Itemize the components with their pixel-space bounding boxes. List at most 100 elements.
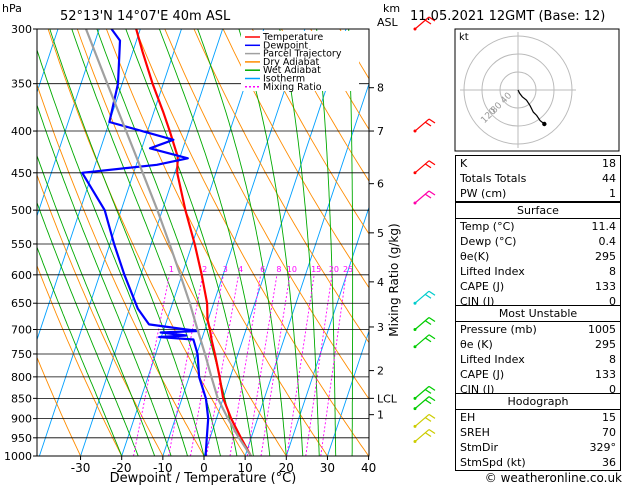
wind-barb — [413, 334, 436, 349]
surface-rows: Temp (°C) 11.4 Dewp (°C) 0.4 θe(K) 295 Lifted … — [456, 219, 620, 309]
mixing-ratio-line — [190, 274, 224, 456]
height-tick-label: 7 — [377, 125, 384, 138]
km-unit: km — [383, 2, 400, 15]
height-tick-label: 1 — [377, 409, 384, 422]
surface-row: θe(K) 295 — [456, 249, 620, 264]
pressure-tick-label: 450 — [11, 167, 32, 180]
most-unstable-label: CAPE (J) — [460, 368, 505, 381]
surface-label: θe(K) — [460, 250, 490, 263]
wind-barb — [413, 413, 436, 428]
legend-background — [241, 31, 359, 91]
mixing-ratio-label: 1 — [169, 265, 174, 274]
most-unstable-value: 8 — [609, 353, 616, 366]
wind-barb — [413, 190, 436, 205]
isotherm-line — [37, 29, 100, 218]
hodograph-param-value: 329° — [589, 441, 617, 454]
index-value: 44 — [602, 172, 616, 185]
legend-label: Isotherm — [263, 74, 305, 85]
height-tick-label: 5 — [377, 227, 384, 240]
hodograph-params-rows: EH 15 SREH 70 StmDir 329° StmSpd (kt) 36 — [456, 410, 620, 470]
isotherm-line — [244, 82, 369, 456]
legend-label: Dry Adiabat — [263, 57, 320, 68]
mixing-ratio-label: 20 — [329, 265, 339, 274]
pressure-tick-label: 550 — [11, 238, 32, 251]
most-unstable-label: Lifted Index — [460, 353, 525, 366]
isotherm-line — [162, 29, 306, 456]
index-value: 18 — [602, 157, 616, 170]
mixing-ratio-line — [286, 274, 315, 456]
x-axis-label: Dewpoint / Temperature (°C) — [110, 471, 297, 486]
temperature-tick-label: -20 — [112, 461, 132, 475]
mixing-ratio-line — [305, 274, 333, 456]
mixing-ratio-label: 25 — [343, 265, 353, 274]
hodograph-param-label: StmSpd (kt) — [460, 456, 526, 469]
mixing-ratio-line — [133, 274, 170, 456]
surface-value: 295 — [595, 250, 616, 263]
isotherm-line — [203, 29, 347, 456]
index-label: PW (cm) — [460, 187, 507, 200]
dry-adiabat-line — [281, 29, 369, 182]
most-unstable-row: Pressure (mb) 1005 — [456, 322, 620, 337]
wind-barb — [413, 396, 436, 411]
mixing-ratio-labels: 1 2 3 4 6 8 10 15 20 25 — [169, 265, 353, 274]
pressure-tick-label: 350 — [11, 78, 32, 91]
pressure-tick-label: 400 — [11, 125, 32, 138]
wet-adiabat-line — [316, 29, 337, 456]
legend-label: Dewpoint — [263, 40, 308, 51]
index-row: PW (cm) 1 — [456, 186, 620, 201]
surface-row: CAPE (J) 133 — [456, 279, 620, 294]
pressure-tick-label: 950 — [11, 432, 32, 445]
surface-value: 0 — [609, 295, 616, 308]
wet-adiabat-line — [37, 103, 172, 456]
hodograph-unit: kt — [459, 32, 469, 43]
height-tick-label: 3 — [377, 321, 384, 334]
wind-barb — [413, 290, 436, 305]
hodograph-param-label: EH — [460, 411, 476, 424]
hodograph-param-value: 36 — [602, 456, 616, 469]
pressure-tick-label: 700 — [11, 324, 32, 337]
lcl-label: LCL — [377, 392, 398, 405]
legend-label: Mixing Ratio — [263, 82, 322, 93]
hodograph-param-label: SREH — [460, 426, 490, 439]
axes: 3003504004505005506006507007508008509009… — [4, 23, 398, 475]
index-label: Totals Totals — [460, 172, 527, 185]
surface-value: 133 — [595, 280, 616, 293]
mixing-ratio-label: 3 — [223, 265, 228, 274]
most-unstable-row: CIN (J) 0 — [456, 382, 620, 397]
wind-barb — [413, 385, 436, 400]
location-label: 52°13'N 14°07'E 40m ASL — [60, 9, 231, 24]
most-unstable-row: Lifted Index 8 — [456, 352, 620, 367]
datetime-label: 11.05.2021 12GMT (Base: 12) — [410, 9, 605, 24]
isotherm-line — [285, 206, 369, 456]
index-label: K — [460, 157, 468, 170]
temperature-tick-label: 20 — [279, 461, 294, 475]
pressure-tick-label: 650 — [11, 297, 32, 310]
isotherm-line — [80, 29, 224, 456]
wind-barb — [413, 429, 436, 444]
height-tick-label: 2 — [377, 365, 384, 378]
most-unstable-row: θe (K) 295 — [456, 337, 620, 352]
wet-adiabat-line — [158, 29, 271, 456]
surface-panel: Surface Temp (°C) 11.4 Dewp (°C) 0.4 θe(K) 29… — [455, 202, 621, 310]
dry-adiabat-line — [135, 29, 369, 456]
most-unstable-panel: Most Unstable Pressure (mb) 1005 θe (K) 295… — [455, 305, 621, 398]
mixing-ratio-label: 10 — [287, 265, 297, 274]
most-unstable-rows: Pressure (mb) 1005 θe (K) 295 Lifted Index 8 C… — [456, 322, 620, 397]
pressure-tick-label: 900 — [11, 413, 32, 426]
pressure-tick-label: 1000 — [4, 450, 32, 463]
isotherm-line — [327, 329, 369, 456]
hodograph-param-row: SREH 70 — [456, 425, 620, 440]
wind-barb — [413, 16, 436, 31]
surface-title: Surface — [456, 203, 620, 219]
temperature-tick-label: 10 — [238, 461, 253, 475]
most-unstable-label: Pressure (mb) — [460, 323, 537, 336]
legend-label: Temperature — [262, 32, 323, 43]
index-row: Totals Totals 44 — [456, 171, 620, 186]
pressure-tick-label: 750 — [11, 348, 32, 361]
most-unstable-value: 1005 — [588, 323, 616, 336]
wind-barbs — [413, 16, 436, 444]
surface-label: Lifted Index — [460, 265, 525, 278]
hodograph-param-value: 15 — [602, 411, 616, 424]
